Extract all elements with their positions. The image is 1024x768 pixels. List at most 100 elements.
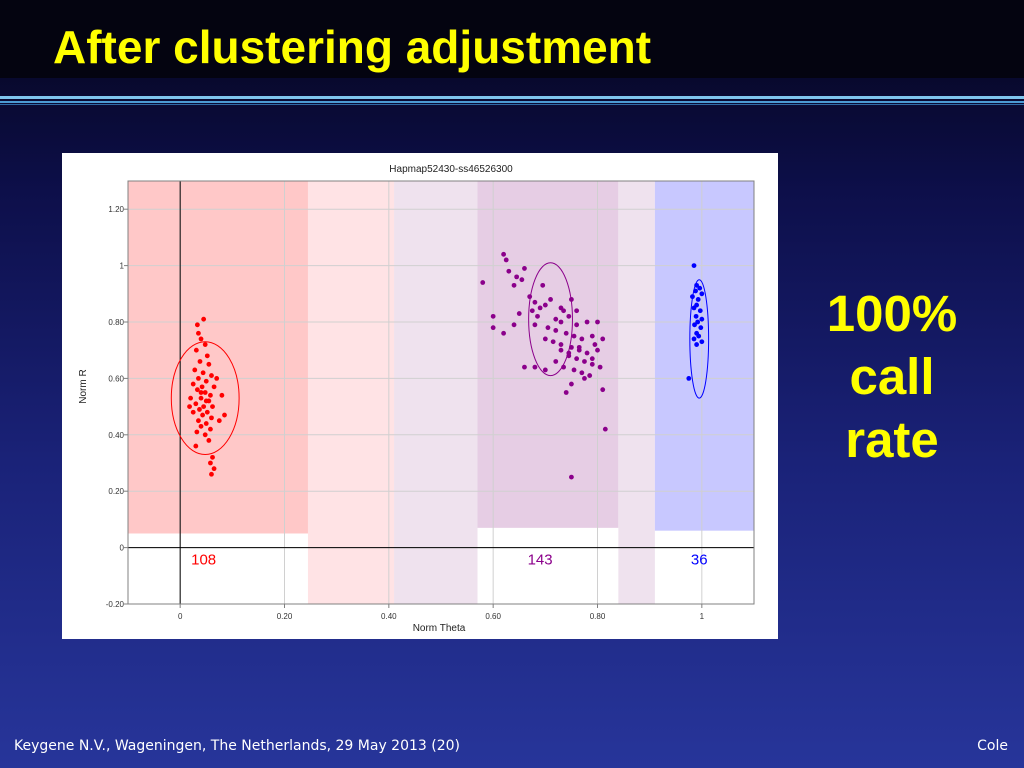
- x-tick-label: 0: [178, 612, 183, 621]
- data-point-ab: [582, 376, 587, 381]
- y-axis-label: Norm R: [78, 369, 89, 403]
- data-point-bb: [695, 297, 701, 302]
- data-point-aa: [208, 460, 213, 466]
- data-point-ab: [532, 322, 538, 328]
- data-point-ab: [532, 299, 538, 305]
- data-point-ab: [558, 347, 564, 353]
- y-tick-label: 0.60: [108, 374, 124, 383]
- data-point-aa: [192, 367, 198, 373]
- data-point-bb: [693, 313, 699, 319]
- data-point-bb: [690, 294, 695, 300]
- data-point-aa: [209, 373, 214, 378]
- data-point-bb: [698, 325, 704, 331]
- data-point-ab: [519, 277, 525, 283]
- data-point-ab: [490, 325, 496, 331]
- data-point-aa: [201, 404, 207, 409]
- data-point-ab: [600, 387, 606, 393]
- footer-author: Cole: [977, 738, 1008, 754]
- data-point-aa: [203, 398, 209, 404]
- data-point-ab: [558, 305, 564, 311]
- data-point-ab: [522, 266, 527, 271]
- data-point-aa: [190, 381, 196, 387]
- data-point-aa: [211, 466, 217, 472]
- data-point-bb: [695, 319, 701, 325]
- data-point-ab: [569, 297, 574, 302]
- data-point-aa: [196, 330, 201, 336]
- genotype-region-3: [477, 181, 619, 528]
- genotype-region-5: [654, 181, 754, 531]
- data-point-bb: [691, 336, 697, 342]
- data-point-ab: [529, 308, 535, 314]
- data-point-aa: [202, 390, 208, 395]
- data-point-ab: [553, 328, 559, 333]
- data-point-ab: [566, 350, 572, 356]
- data-point-ab: [553, 316, 559, 322]
- title-rule-tertiary: [0, 104, 1024, 105]
- data-point-ab: [563, 390, 569, 395]
- data-point-ab: [514, 274, 520, 280]
- data-point-ab: [511, 282, 517, 288]
- data-point-ab: [574, 322, 580, 328]
- data-point-aa: [206, 438, 212, 443]
- x-tick-label: 0.60: [485, 612, 501, 621]
- chart-title: Hapmap52430-ss46526300: [389, 164, 513, 175]
- data-point-ab: [574, 356, 580, 362]
- data-point-aa: [194, 322, 200, 328]
- data-point-aa: [211, 384, 217, 390]
- data-point-aa: [187, 404, 192, 409]
- data-point-ab: [569, 381, 574, 387]
- data-point-ab: [566, 313, 572, 319]
- data-point-ab: [527, 294, 533, 300]
- data-point-aa: [196, 376, 201, 381]
- data-point-ab: [563, 330, 569, 336]
- data-point-aa: [209, 471, 214, 477]
- y-tick-label: 1: [120, 262, 125, 271]
- data-point-ab: [571, 333, 577, 339]
- data-point-bb: [699, 291, 705, 297]
- data-point-aa: [193, 443, 199, 449]
- y-tick-label: 0.40: [108, 431, 124, 440]
- data-point-bb: [691, 263, 697, 268]
- data-point-aa: [200, 412, 205, 418]
- chart-panel: 0 0.20 0.40 0.60 0.80 1 -0.20 0 0.20 0.40 0.60 0.80…: [62, 153, 778, 639]
- plot-frame: [127, 180, 755, 605]
- x-tick-label: 0.20: [277, 612, 293, 621]
- genotype-region-4: [618, 181, 655, 604]
- data-point-aa: [199, 384, 205, 390]
- data-point-aa: [198, 390, 204, 395]
- data-point-ab: [490, 313, 496, 319]
- data-point-bb: [696, 333, 702, 339]
- data-point-aa: [208, 426, 213, 432]
- data-point-ab: [540, 282, 546, 288]
- data-point-ab: [503, 257, 509, 263]
- data-point-bb: [692, 322, 697, 328]
- data-point-ab: [584, 319, 590, 325]
- y-tick-label: 1.20: [108, 205, 124, 214]
- data-point-ab: [574, 308, 580, 314]
- data-point-bb: [691, 305, 697, 311]
- data-point-aa: [209, 415, 214, 421]
- data-point-ab: [602, 426, 608, 432]
- data-point-ab: [595, 347, 600, 353]
- x-tick-label: 1: [700, 612, 705, 621]
- x-axis-label: Norm Theta: [413, 623, 466, 634]
- data-point-ab: [600, 336, 606, 342]
- data-point-ab: [579, 336, 585, 342]
- cluster-count-ab: 143: [528, 552, 553, 569]
- data-point-aa: [193, 347, 199, 353]
- data-point-ab: [550, 339, 556, 345]
- data-point-ab: [542, 336, 548, 342]
- cluster-ellipse-bb: [689, 279, 710, 399]
- title-bar: [0, 0, 1024, 78]
- data-point-ab: [537, 305, 543, 311]
- call-rate-value: 100%: [826, 285, 958, 342]
- data-point-ab: [589, 333, 595, 339]
- data-point-aa: [198, 336, 204, 342]
- data-point-ab: [561, 364, 566, 370]
- data-point-bb: [694, 282, 700, 288]
- data-point-ab: [569, 344, 574, 350]
- y-tick-label: 0.20: [108, 487, 124, 496]
- title-rule-secondary: [0, 101, 1024, 103]
- data-point-aa: [219, 392, 225, 398]
- data-point-aa: [194, 387, 200, 393]
